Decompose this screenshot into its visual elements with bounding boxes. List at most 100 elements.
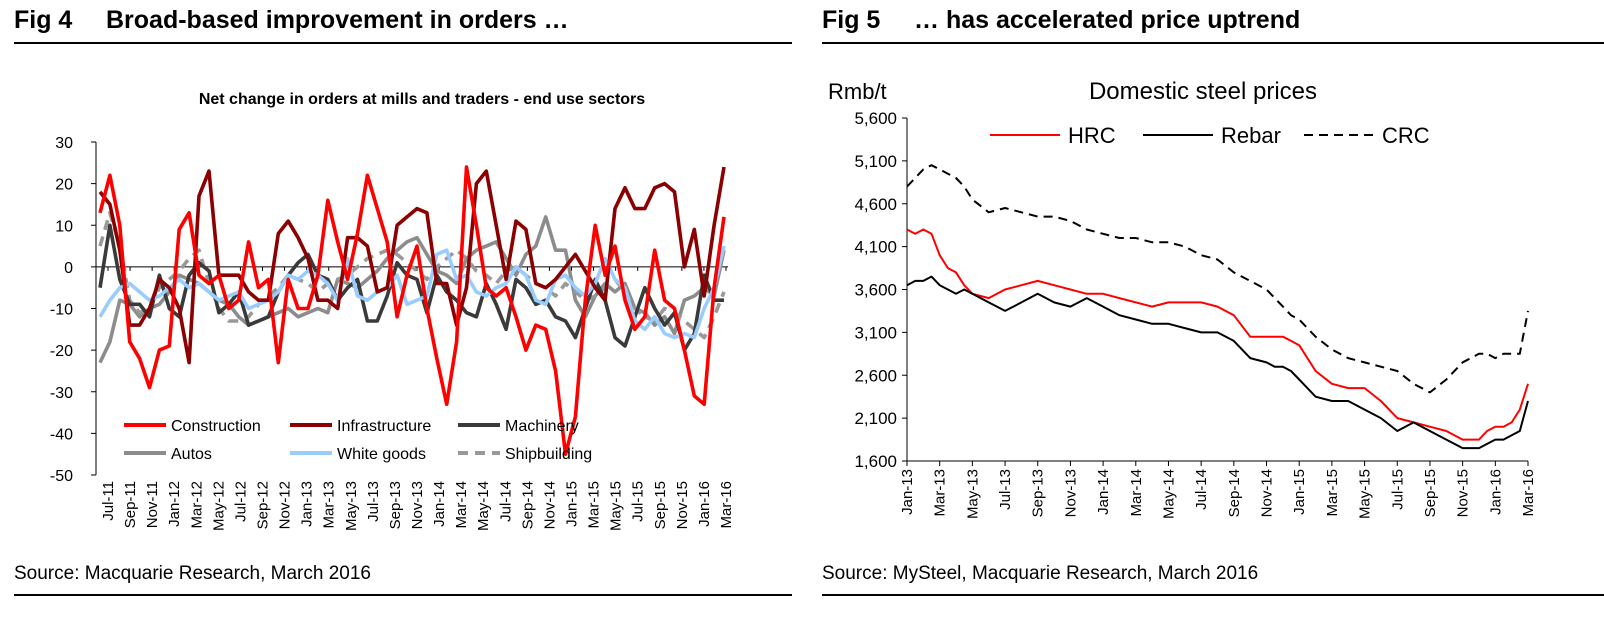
series-line-construction xyxy=(98,165,726,457)
series-line-rebar xyxy=(906,275,1529,450)
legend-label-machinery: Machinery xyxy=(505,418,579,435)
x-tick-label: Nov-12 xyxy=(277,481,294,529)
x-tick-label: Mar-14 xyxy=(453,481,470,529)
x-tick-label: May-13 xyxy=(964,469,981,519)
y-tick-label: 20 xyxy=(55,177,73,194)
legend-label-white-goods: White goods xyxy=(337,446,426,463)
x-tick-label: Sep-15 xyxy=(652,481,669,529)
x-tick-label: Jan-13 xyxy=(899,469,916,515)
x-tick-label: Jan-15 xyxy=(1291,469,1308,515)
x-tick-label: Mar-13 xyxy=(932,469,949,517)
x-tick-label: May-13 xyxy=(343,481,360,531)
x-tick-label: May-12 xyxy=(210,481,227,531)
legend-label-infrastructure: Infrastructure xyxy=(337,418,431,435)
y-tick-label: -10 xyxy=(50,302,73,319)
x-tick-label: Nov-15 xyxy=(1455,469,1472,517)
heading-rule xyxy=(822,42,1604,44)
orders-chart: Net change in orders at mills and trader… xyxy=(50,91,735,531)
footer-rule xyxy=(14,594,792,596)
x-tick-label: Sep-12 xyxy=(255,481,272,529)
y-tick-label: 10 xyxy=(55,218,73,235)
x-tick-label: Jul-14 xyxy=(1193,469,1210,510)
series-line-hrc xyxy=(906,228,1529,441)
x-tick-label: Jan-16 xyxy=(1487,469,1504,515)
y-tick-label: -40 xyxy=(50,426,73,443)
x-tick-label: Mar-12 xyxy=(188,481,205,529)
figure-heading: Fig 4 Broad-based improvement in orders … xyxy=(14,6,569,35)
x-tick-label: Mar-14 xyxy=(1128,469,1145,517)
steel-prices-chart: Rmb/t Domestic steel prices 5,600 5,100 4,60… xyxy=(828,78,1537,519)
x-tick-label: Sep-11 xyxy=(122,481,139,528)
series-line-crc xyxy=(906,164,1529,394)
x-tick-label: Jul-11 xyxy=(100,481,117,521)
x-tick-label: May-15 xyxy=(1357,469,1374,519)
y-tick-label: 0 xyxy=(64,260,73,277)
series-line-infrastructure xyxy=(98,166,726,365)
figure-title: … has accelerated price uptrend xyxy=(914,6,1301,34)
x-tick-label: Mar-16 xyxy=(1520,469,1537,517)
y-tick-label: 3,100 xyxy=(854,323,897,342)
figure-5-panel: Fig 5 … has accelerated price uptrend Rmb… xyxy=(818,0,1604,617)
x-tick-label: Jul-15 xyxy=(1389,469,1406,510)
x-tick-label: Sep-13 xyxy=(387,481,404,529)
figure-label: Fig 4 xyxy=(14,6,73,34)
x-tick-label: Sep-13 xyxy=(1030,469,1047,517)
y-tick-label: 2,600 xyxy=(854,366,897,385)
source-note: Source: Macquarie Research, March 2016 xyxy=(14,563,371,584)
figure-label: Fig 5 xyxy=(822,6,881,34)
x-tick-label: May-14 xyxy=(475,481,492,531)
source-note: Source: MySteel, Macquarie Research, Mar… xyxy=(822,563,1259,584)
x-tick-label: Jul-13 xyxy=(365,481,382,522)
x-tick-label: Mar-15 xyxy=(586,481,603,529)
y-tick-label: 4,100 xyxy=(854,238,897,257)
y-tick-label: -50 xyxy=(50,468,73,485)
x-tick-label: Mar-13 xyxy=(321,481,338,529)
y-tick-label: 5,100 xyxy=(854,152,897,171)
y-tick-label: 3,600 xyxy=(854,281,897,300)
y-tick-label: 5,600 xyxy=(854,109,897,128)
y-tick-label: -20 xyxy=(50,343,73,360)
x-tick-label: Jan-13 xyxy=(299,481,316,527)
x-tick-label: Jan-15 xyxy=(564,481,581,527)
x-tick-label: Jul-15 xyxy=(630,481,647,522)
figure-title: Broad-based improvement in orders … xyxy=(106,6,569,34)
x-tick-label: May-14 xyxy=(1160,469,1177,519)
y-tick-label: 2,100 xyxy=(854,409,897,428)
chart-title: Net change in orders at mills and trader… xyxy=(199,91,645,108)
footer-rule xyxy=(822,594,1604,596)
figure-4-panel: Fig 4 Broad-based improvement in orders …… xyxy=(0,0,792,617)
legend-label-hrc: HRC xyxy=(1068,123,1116,148)
x-tick-label: Jan-14 xyxy=(431,481,448,527)
legend-label-autos: Autos xyxy=(171,446,212,463)
y-tick-label: 1,600 xyxy=(854,452,897,471)
x-tick-label: Jan-16 xyxy=(696,481,713,527)
legend-label-rebar: Rebar xyxy=(1221,123,1281,148)
x-tick-label: Nov-14 xyxy=(1259,469,1276,517)
heading-rule xyxy=(14,42,792,44)
x-tick-label: Jul-14 xyxy=(497,481,514,522)
x-tick-label: Mar-16 xyxy=(718,481,735,529)
x-tick-label: Jul-12 xyxy=(232,481,249,522)
x-tick-label: Jan-14 xyxy=(1095,469,1112,515)
y-tick-label: 30 xyxy=(55,135,73,152)
x-tick-label: Nov-13 xyxy=(1062,469,1079,517)
x-tick-label: Mar-15 xyxy=(1324,469,1341,517)
x-tick-label: Sep-14 xyxy=(519,481,536,529)
x-tick-label: Sep-15 xyxy=(1422,469,1439,517)
legend-label-construction: Construction xyxy=(171,418,261,435)
y-tick-label: -30 xyxy=(50,385,73,402)
x-tick-label: Nov-11 xyxy=(144,481,161,528)
x-tick-label: Nov-15 xyxy=(674,481,691,529)
chart-title: Domestic steel prices xyxy=(1089,78,1317,105)
legend-label-crc: CRC xyxy=(1382,123,1430,148)
x-tick-label: Jul-13 xyxy=(997,469,1014,510)
x-tick-label: Sep-14 xyxy=(1226,469,1243,517)
y-tick-label: 4,600 xyxy=(854,195,897,214)
series-line-machinery xyxy=(98,223,724,352)
legend-label-shipbuilding: Shipbuilding xyxy=(505,446,592,463)
series-line-white-goods xyxy=(98,245,726,340)
x-tick-label: Nov-14 xyxy=(541,481,558,529)
y-axis-unit: Rmb/t xyxy=(828,79,887,104)
x-tick-label: May-15 xyxy=(608,481,625,531)
figure-heading: Fig 5 … has accelerated price uptrend xyxy=(822,6,1300,35)
